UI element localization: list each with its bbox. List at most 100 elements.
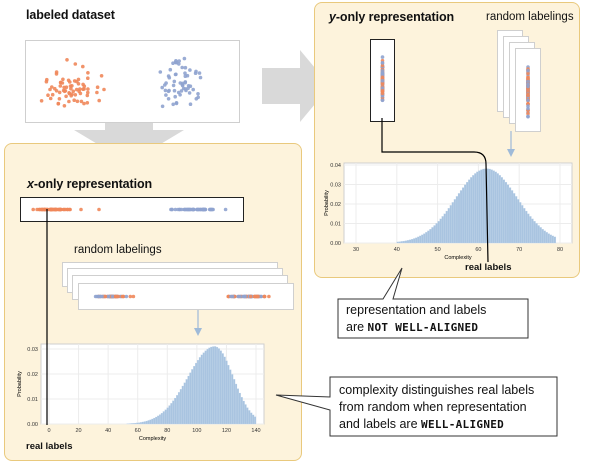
orange-point (85, 93, 90, 98)
orange-point (57, 90, 62, 95)
orange-point (39, 99, 44, 103)
orange-point (95, 90, 99, 95)
orange-point (66, 78, 71, 83)
y-tick-label: 0.04 (330, 163, 341, 169)
orange-point (45, 77, 49, 82)
blue-point (209, 207, 214, 212)
orange-point (50, 207, 54, 212)
blue-point (182, 56, 187, 61)
orange-point (78, 87, 82, 91)
blue-point (163, 88, 168, 93)
orange-point (56, 101, 61, 106)
orange-point (86, 90, 90, 95)
blue-point (164, 81, 168, 85)
orange-point (58, 80, 63, 85)
y-tick-label: 0.00 (27, 422, 38, 428)
blue-point (173, 72, 178, 77)
x-tick-label: 70 (516, 247, 522, 253)
mixed-point (380, 86, 385, 90)
x-histogram: 0.00 0.01 0.02 0.03 0 20 40 60 80 100 120 140 Probab… (15, 341, 271, 446)
blue-point (177, 59, 181, 63)
mixed-point (380, 98, 385, 103)
orange-point (67, 207, 72, 212)
orange-point (70, 92, 74, 96)
orange-point (74, 87, 79, 92)
orange-point (79, 99, 84, 104)
x-random-card-front (78, 283, 294, 310)
callout-x-text: complexity distinguishes real labels fro… (339, 383, 535, 431)
y-random-card-front (515, 48, 541, 132)
x-panel-title: x-only representation (27, 177, 153, 191)
blue-point (174, 101, 179, 105)
random-point (124, 294, 129, 299)
blue-point (223, 207, 228, 212)
random-point (526, 106, 530, 111)
hist-ylabel: Probability (17, 371, 23, 397)
x-tick-label: 40 (105, 428, 111, 434)
orange-point (38, 207, 43, 212)
random-point (526, 88, 530, 92)
y-tick-label: 0.00 (330, 241, 341, 247)
orange-point (57, 97, 62, 101)
blue-point (172, 88, 177, 93)
blue-point (197, 71, 202, 75)
blue-point (187, 91, 192, 95)
random-point (121, 294, 126, 299)
random-point (526, 104, 530, 108)
blue-point (196, 95, 200, 100)
y-tick-label: 0.02 (330, 202, 341, 208)
y-random-labelings-label: random labelings (486, 11, 574, 23)
random-point (131, 294, 136, 299)
blue-point (167, 75, 172, 80)
blue-point (181, 86, 186, 91)
random-point (103, 294, 108, 299)
blue-point (166, 89, 171, 94)
y-tick-label: 0.01 (330, 221, 341, 227)
random-point (249, 294, 253, 299)
y-tick-label: 0.01 (27, 397, 38, 403)
blue-point (180, 83, 185, 87)
orange-point (48, 96, 53, 101)
orange-point (82, 87, 86, 91)
x-real-labels-label: real labels (26, 441, 73, 452)
orange-point (50, 92, 55, 97)
y-real-labels-label: real labels (465, 262, 512, 273)
y-tick-label: 0.03 (330, 182, 341, 188)
blue-point (160, 104, 165, 109)
random-point (93, 294, 98, 299)
blue-point (193, 71, 198, 75)
orange-point (95, 85, 100, 89)
blue-point (183, 80, 187, 85)
random-point (97, 294, 101, 299)
hist-bar (553, 236, 557, 244)
orange-point (64, 94, 68, 99)
orange-point (31, 207, 35, 212)
random-point (110, 294, 115, 299)
random-point (262, 294, 267, 299)
orange-point (54, 70, 59, 74)
random-point (113, 294, 118, 299)
x-tick-label: 60 (135, 428, 141, 434)
random-point (128, 294, 133, 299)
orange-point (86, 71, 90, 75)
mixed-point (380, 78, 385, 83)
blue-point (160, 85, 164, 90)
blue-point (164, 93, 168, 97)
mixed-point (380, 61, 385, 65)
orange-point (86, 87, 90, 91)
orange-point (53, 86, 57, 91)
orange-point (69, 86, 73, 91)
x-tick-label: 80 (164, 428, 170, 434)
random-point (526, 71, 530, 76)
dataset-scatter (25, 40, 240, 123)
orange-point (70, 84, 74, 88)
blue-point (172, 79, 177, 84)
orange-point (67, 99, 71, 104)
mixed-point (380, 75, 385, 80)
random-point (267, 294, 271, 299)
orange-point (79, 207, 83, 212)
x-tick-label: 40 (394, 247, 400, 253)
x-tick-label: 30 (353, 247, 359, 253)
y-tick-label: 0.02 (27, 372, 38, 378)
blue-point (168, 67, 173, 72)
